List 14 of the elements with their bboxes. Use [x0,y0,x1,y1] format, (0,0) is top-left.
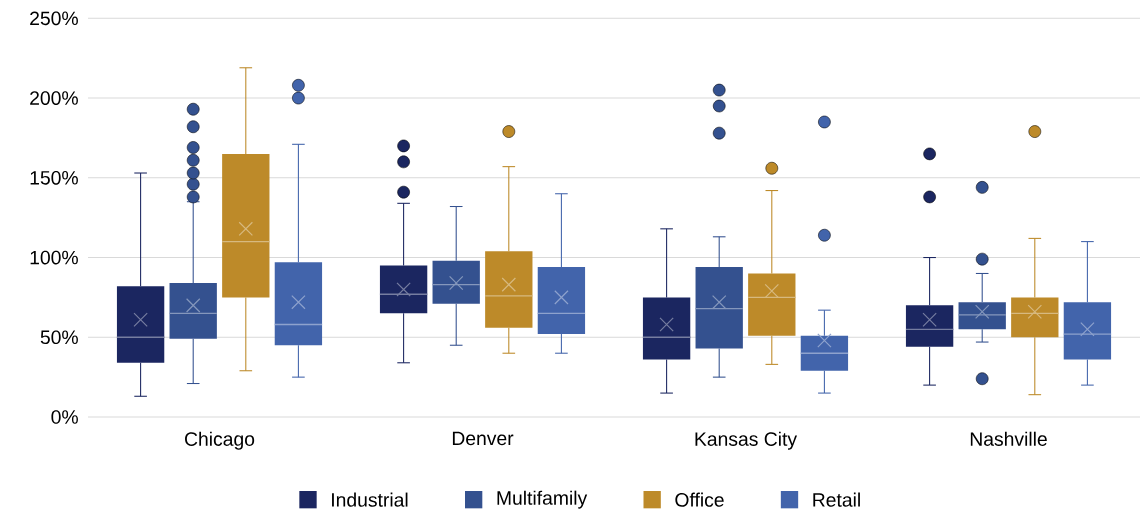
x-tick-label: Denver [452,431,514,446]
y-tick-label: 50% [40,330,78,345]
legend-label: Retail [813,492,860,507]
legend-label: Multifamily [497,490,588,509]
y-tick-label: 100% [30,250,78,265]
y-tick-label: 0% [51,410,78,424]
y-tick-label: 150% [30,170,78,185]
y-tick-label: 250% [30,11,78,26]
x-tick-label: Chicago [185,431,255,450]
legend-label: Industrial [332,492,408,507]
legend-label: Office [675,492,724,507]
x-tick-label: Kansas City [695,431,798,450]
x-tick-label: Nashville [970,431,1047,446]
y-tick-label: 200% [30,91,78,105]
